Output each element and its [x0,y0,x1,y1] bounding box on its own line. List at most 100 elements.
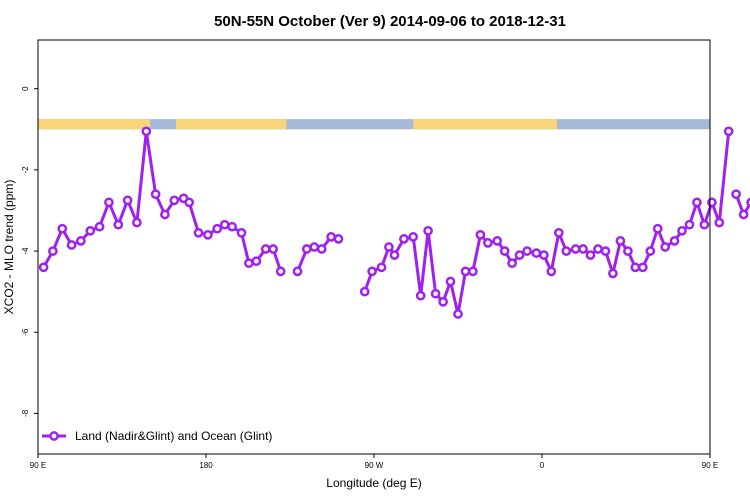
y-tick-label: -6 [21,328,30,336]
data-point [608,268,618,279]
data-point [460,266,471,277]
y-tick-label: -8 [21,409,30,417]
data-point [645,246,656,256]
data-point [384,242,394,252]
data-point [539,250,549,260]
series-lines [42,129,750,316]
data-point [684,219,695,230]
data-point [438,296,448,307]
data-point [692,197,702,208]
y-tick-label: -4 [21,247,30,255]
data-point [292,266,303,277]
data-point [316,244,327,254]
land-ocean-band [38,119,710,130]
data-point [637,262,648,273]
data-point [333,234,344,244]
data-point [531,248,542,258]
data-point [227,221,237,232]
data-point [731,189,741,200]
data-point [514,250,525,260]
data-point [376,262,387,273]
x-tick-label: 180 [199,461,213,470]
data-point [677,225,687,236]
data-point [561,246,572,256]
data-point [309,242,320,252]
data-point [714,217,725,228]
data-point [301,244,312,254]
ocean-band [38,119,710,130]
data-point [492,236,503,246]
data-point [499,246,510,256]
data-point [94,221,105,232]
legend-marker [49,431,59,441]
data-point [193,227,204,238]
data-point [669,236,680,246]
data-point [85,225,96,236]
series-line [363,131,731,316]
data-point [203,229,213,240]
data-point [408,232,419,242]
plot-frame [37,39,711,455]
data-point [76,236,86,246]
data-point [445,276,456,287]
land-band-segment [38,119,150,130]
data-point [275,266,286,277]
x-tick-label: 90 E [30,461,46,470]
data-point [141,126,152,137]
data-point [268,244,279,254]
data-point [57,223,68,234]
y-tick-label: -2 [21,166,30,174]
data-point [219,219,230,230]
x-axis: 90 E 180 90 W 0 90 E [30,454,718,470]
data-point [600,246,611,256]
data-point [244,258,254,269]
data-point [150,189,161,200]
legend-label: Land (Nadir&Glint) and Ocean (Glint) [75,429,272,443]
data-point [578,244,588,254]
data-point [399,234,409,244]
data-point [738,209,749,220]
data-point [260,244,271,254]
data-point [430,288,441,299]
data-point [593,244,603,254]
data-point [423,225,433,236]
data-point [169,195,180,206]
y-axis-label: XCO2 - MLO trend (ppm) [2,180,16,315]
data-point [326,232,336,242]
data-point [453,309,463,319]
data-point [66,240,77,250]
chart-title: 50N-55N October (Ver 9) 2014-09-06 to 20… [214,13,566,30]
data-point [113,219,124,230]
data-point [132,217,142,228]
data-point [212,223,223,234]
y-axis: 0 -2 -4 -6 -8 [21,86,38,417]
data-point [483,238,493,248]
data-point [184,197,195,208]
x-tick-label: 90 W [365,461,384,470]
x-tick-label: 90 E [702,461,718,470]
data-point [723,126,734,137]
x-axis-label: Longitude (deg E) [326,476,421,490]
data-point [615,236,626,246]
data-point [707,197,717,208]
land-band-segment [413,119,557,130]
data-point [522,246,532,256]
x-tick-label: 0 [540,461,545,470]
data-point [104,197,114,208]
series-points [38,126,750,319]
data-point [160,209,170,220]
data-point [553,227,564,238]
data-point [251,256,262,267]
data-point [389,250,400,260]
data-point [570,244,581,254]
data-point [468,266,478,277]
series-line [296,235,339,272]
data-point [38,262,49,273]
data-point [507,258,517,269]
data-point [652,223,663,234]
legend: Land (Nadir&Glint) and Ocean (Glint) [42,429,272,443]
data-point [623,246,633,256]
land-band-segment [176,119,287,130]
data-point [699,219,710,230]
